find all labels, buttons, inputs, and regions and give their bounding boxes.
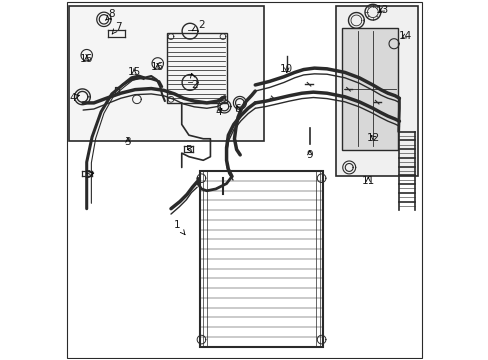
- Text: 16: 16: [80, 54, 93, 64]
- Text: 10: 10: [280, 64, 293, 74]
- Bar: [335, 6, 418, 176]
- Text: 14: 14: [398, 31, 412, 41]
- Text: 6: 6: [234, 104, 241, 114]
- Bar: [167, 33, 226, 103]
- Bar: [199, 171, 323, 347]
- Text: 9: 9: [306, 150, 312, 160]
- Bar: [341, 28, 397, 149]
- Text: 16: 16: [151, 62, 164, 72]
- Text: 15: 15: [127, 67, 141, 77]
- Text: 1: 1: [173, 220, 184, 235]
- Text: 4: 4: [69, 93, 79, 103]
- Text: 12: 12: [366, 133, 380, 143]
- Text: 2: 2: [190, 73, 197, 90]
- Text: 13: 13: [375, 5, 388, 15]
- Text: 2: 2: [192, 20, 204, 31]
- Text: 5: 5: [84, 170, 94, 180]
- Text: 4: 4: [215, 107, 222, 117]
- Text: 8: 8: [105, 9, 115, 20]
- Bar: [69, 6, 264, 140]
- Text: 7: 7: [112, 22, 122, 34]
- Text: 5: 5: [185, 144, 192, 154]
- Text: 3: 3: [124, 138, 131, 147]
- Text: 11: 11: [361, 176, 374, 186]
